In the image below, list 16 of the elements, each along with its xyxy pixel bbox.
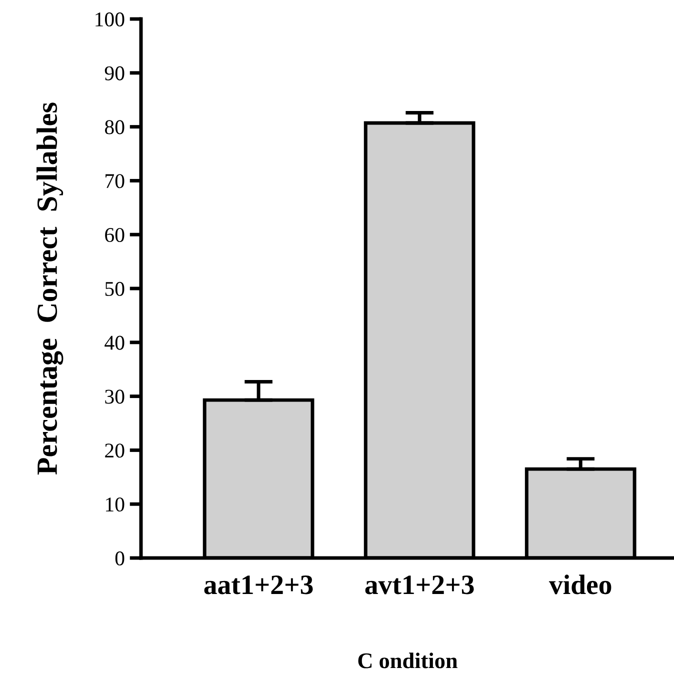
y-tick-label: 10: [106, 497, 124, 512]
y-tick-label: 30: [105, 390, 124, 404]
x-tick-label: aat1+2+3: [204, 576, 313, 594]
y-tick-label: 50: [105, 282, 124, 296]
y-tick-label: 80: [104, 120, 124, 134]
y-tick-label: 70: [106, 174, 124, 188]
y-tick-label: 90: [104, 66, 124, 80]
y-axis-title: Percentage Correct Syllables: [36, 102, 64, 475]
y-tick-label: 0: [115, 551, 124, 566]
x-axis-title: C ondition: [358, 652, 458, 668]
y-tick-label: 60: [105, 228, 124, 242]
y-tick-label: 100: [96, 12, 124, 26]
y-tick-label: 40: [104, 336, 124, 350]
x-tick-label: avt1+2+3: [365, 576, 474, 594]
y-tick-label: 20: [105, 444, 124, 458]
x-tick-label: video: [548, 574, 612, 594]
